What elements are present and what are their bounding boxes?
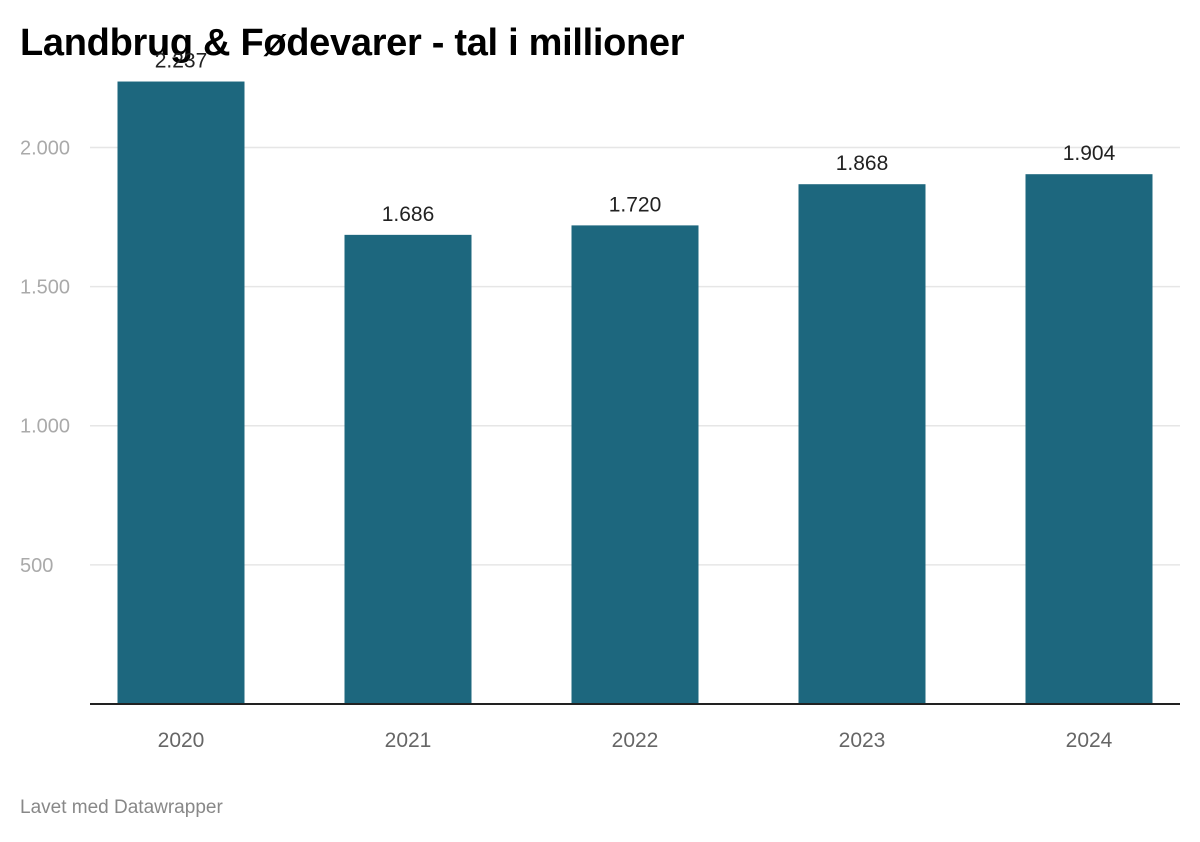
value-label: 1.904 bbox=[1063, 142, 1116, 165]
bar-2020 bbox=[117, 81, 245, 704]
y-tick-label: 2.000 bbox=[20, 137, 70, 159]
x-tick-label: 2021 bbox=[385, 729, 432, 752]
bar-2024 bbox=[1025, 174, 1153, 705]
x-tick-label: 2023 bbox=[839, 729, 886, 752]
x-axis-category-labels: 2020 2021 2022 2023 2024 bbox=[158, 729, 1113, 752]
x-tick-label: 2020 bbox=[158, 729, 205, 752]
bars bbox=[117, 81, 1153, 705]
bar-2022 bbox=[571, 225, 699, 705]
value-label: 1.720 bbox=[609, 193, 662, 216]
y-tick-label: 1.000 bbox=[20, 416, 70, 438]
value-label: 2.237 bbox=[155, 50, 208, 73]
value-label: 1.686 bbox=[382, 203, 435, 226]
value-labels: 2.237 1.686 1.720 1.868 1.904 bbox=[155, 50, 1116, 226]
footer-credit: Lavet med Datawrapper bbox=[20, 797, 223, 818]
bar-2023 bbox=[798, 184, 926, 705]
x-tick-label: 2022 bbox=[612, 729, 659, 752]
y-tick-label: 500 bbox=[20, 555, 53, 577]
value-label: 1.868 bbox=[836, 152, 889, 175]
y-axis-tick-labels: 500 1.000 1.500 2.000 bbox=[20, 137, 70, 576]
chart-title: Landbrug & Fødevarer - tal i millioner bbox=[20, 22, 685, 64]
x-tick-label: 2024 bbox=[1066, 729, 1113, 752]
bar-2021 bbox=[344, 234, 472, 704]
y-tick-label: 1.500 bbox=[20, 277, 70, 299]
